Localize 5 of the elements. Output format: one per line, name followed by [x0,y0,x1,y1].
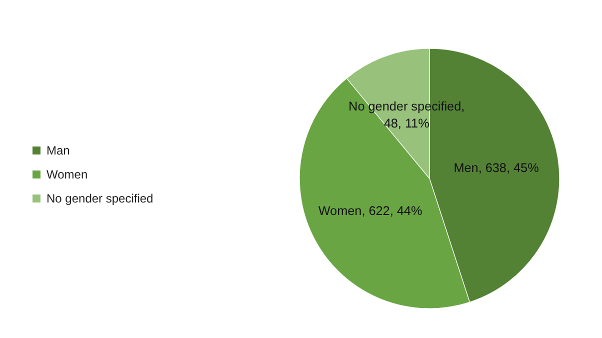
data-label: Men, 638, 45% [454,160,539,175]
legend-label: No gender specified [46,192,154,206]
legend-label: Man [46,144,70,158]
legend-label: Women [46,168,88,182]
data-label: Women, 622, 44% [318,204,422,218]
